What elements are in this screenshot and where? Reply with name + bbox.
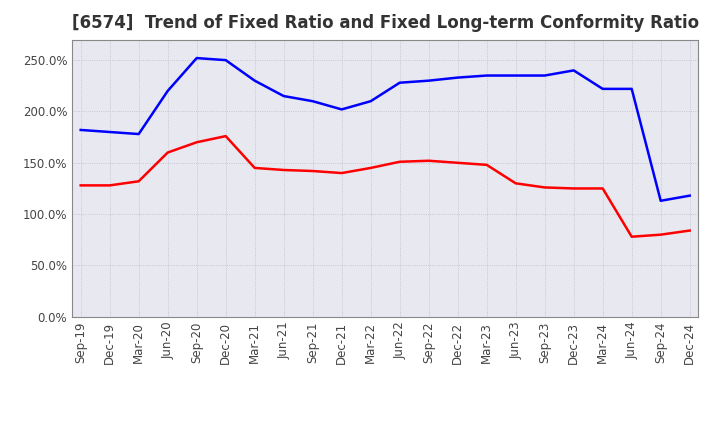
- Fixed Ratio: [221, 58, 230, 63]
- Fixed Ratio: [627, 86, 636, 92]
- Fixed Ratio: [454, 75, 462, 80]
- Fixed Long-term Conformity Ratio: [395, 159, 404, 165]
- Fixed Long-term Conformity Ratio: [685, 228, 694, 233]
- Fixed Ratio: [424, 78, 433, 83]
- Fixed Long-term Conformity Ratio: [338, 170, 346, 176]
- Fixed Long-term Conformity Ratio: [135, 179, 143, 184]
- Fixed Long-term Conformity Ratio: [366, 165, 375, 171]
- Fixed Long-term Conformity Ratio: [657, 232, 665, 237]
- Fixed Ratio: [135, 132, 143, 137]
- Fixed Long-term Conformity Ratio: [76, 183, 85, 188]
- Fixed Ratio: [163, 88, 172, 94]
- Fixed Long-term Conformity Ratio: [163, 150, 172, 155]
- Fixed Ratio: [76, 127, 85, 132]
- Fixed Ratio: [395, 80, 404, 85]
- Fixed Ratio: [657, 198, 665, 203]
- Fixed Long-term Conformity Ratio: [105, 183, 114, 188]
- Fixed Ratio: [685, 193, 694, 198]
- Fixed Ratio: [541, 73, 549, 78]
- Fixed Long-term Conformity Ratio: [308, 169, 317, 174]
- Fixed Long-term Conformity Ratio: [424, 158, 433, 163]
- Fixed Ratio: [598, 86, 607, 92]
- Line: Fixed Long-term Conformity Ratio: Fixed Long-term Conformity Ratio: [81, 136, 690, 237]
- Fixed Long-term Conformity Ratio: [192, 139, 201, 145]
- Fixed Long-term Conformity Ratio: [541, 185, 549, 190]
- Fixed Ratio: [279, 93, 288, 99]
- Fixed Long-term Conformity Ratio: [221, 133, 230, 139]
- Fixed Ratio: [511, 73, 520, 78]
- Fixed Ratio: [338, 107, 346, 112]
- Fixed Long-term Conformity Ratio: [454, 160, 462, 165]
- Fixed Long-term Conformity Ratio: [598, 186, 607, 191]
- Fixed Ratio: [482, 73, 491, 78]
- Fixed Ratio: [105, 129, 114, 135]
- Fixed Long-term Conformity Ratio: [251, 165, 259, 171]
- Fixed Ratio: [570, 68, 578, 73]
- Fixed Long-term Conformity Ratio: [627, 234, 636, 239]
- Fixed Ratio: [366, 99, 375, 104]
- Line: Fixed Ratio: Fixed Ratio: [81, 58, 690, 201]
- Fixed Ratio: [192, 55, 201, 61]
- Fixed Ratio: [308, 99, 317, 104]
- Fixed Ratio: [251, 78, 259, 83]
- Fixed Long-term Conformity Ratio: [570, 186, 578, 191]
- Fixed Long-term Conformity Ratio: [279, 167, 288, 172]
- Fixed Long-term Conformity Ratio: [511, 181, 520, 186]
- Fixed Long-term Conformity Ratio: [482, 162, 491, 168]
- Title: [6574]  Trend of Fixed Ratio and Fixed Long-term Conformity Ratio: [6574] Trend of Fixed Ratio and Fixed Lo…: [71, 15, 699, 33]
